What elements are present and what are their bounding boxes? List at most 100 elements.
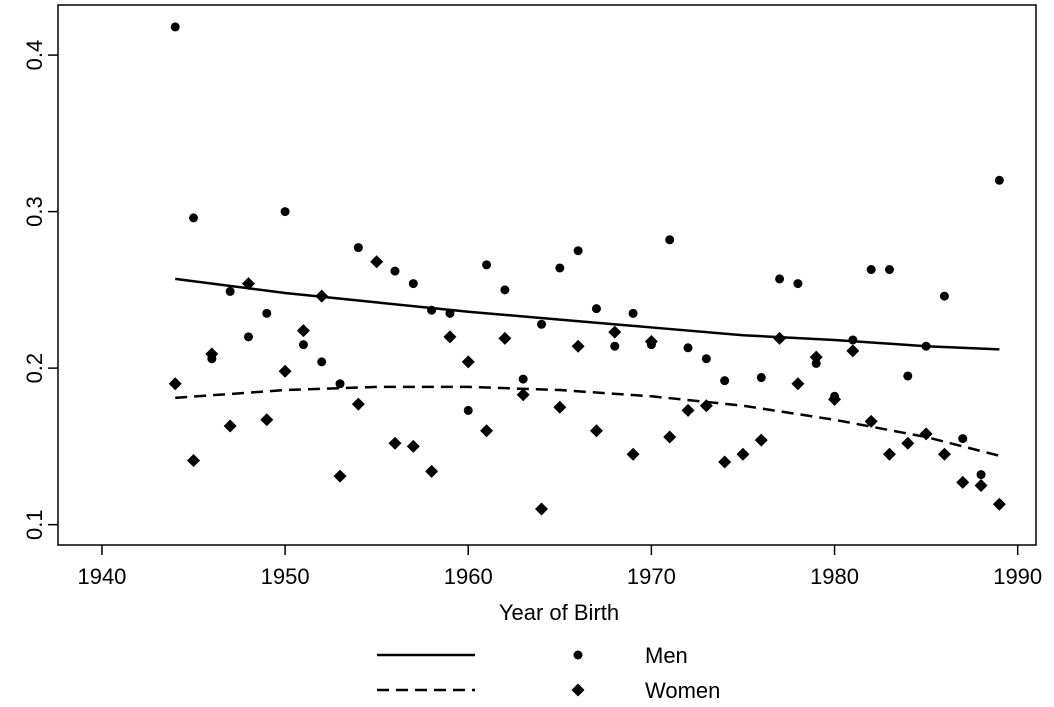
circle-marker xyxy=(170,22,180,32)
diamond-marker xyxy=(754,433,768,447)
fit-line xyxy=(175,385,1000,457)
circle-marker xyxy=(317,357,327,367)
diamond-marker xyxy=(443,330,457,344)
circle-marker xyxy=(298,340,308,350)
circle-marker xyxy=(701,354,711,364)
diamond-marker xyxy=(644,335,658,349)
diamond-marker xyxy=(370,255,384,269)
circle-marker xyxy=(866,265,876,275)
diamond-marker xyxy=(388,436,402,450)
circle-marker xyxy=(665,235,675,245)
y-tick-label: 0.3 xyxy=(22,196,47,227)
y-tick-label: 0.1 xyxy=(22,509,47,540)
circle-marker xyxy=(573,246,583,256)
circle-marker xyxy=(189,213,199,223)
circle-marker xyxy=(793,279,803,289)
diamond-marker xyxy=(992,497,1006,511)
diamond-marker xyxy=(351,397,365,411)
diamond-marker xyxy=(498,331,512,345)
diamond-marker xyxy=(516,388,530,402)
legend-label: Women xyxy=(645,678,720,703)
circle-marker xyxy=(243,332,253,342)
diamond-marker xyxy=(461,355,475,369)
diamond-marker xyxy=(663,430,677,444)
y-tick-label: 0.2 xyxy=(22,353,47,384)
circle-marker xyxy=(976,470,986,480)
y-tick-label: 0.4 xyxy=(22,40,47,71)
fit-line xyxy=(175,277,1000,351)
circle-marker xyxy=(958,434,968,444)
diamond-marker xyxy=(846,344,860,358)
diamond-marker xyxy=(864,414,878,428)
plot-frame xyxy=(57,4,1037,546)
diamond-marker xyxy=(589,424,603,438)
legend-label: Men xyxy=(645,643,688,668)
x-tick-label: 1980 xyxy=(810,564,859,589)
circle-marker xyxy=(500,285,510,295)
circle-marker xyxy=(756,373,766,383)
circle-marker xyxy=(225,286,235,296)
diamond-marker xyxy=(278,364,292,378)
diamond-marker xyxy=(791,377,805,391)
circle-marker xyxy=(921,341,931,351)
diamond-marker xyxy=(974,479,988,493)
circle-marker xyxy=(335,379,345,389)
circle-marker xyxy=(353,243,363,253)
diamond-marker xyxy=(699,399,713,413)
x-tick-label: 1950 xyxy=(261,564,310,589)
diamond-marker xyxy=(956,475,970,489)
legend-marker xyxy=(573,650,583,660)
circle-marker xyxy=(537,319,547,329)
x-axis-title: Year of Birth xyxy=(499,600,619,625)
diamond-marker xyxy=(571,339,585,353)
circle-marker xyxy=(903,371,913,381)
circle-marker xyxy=(518,374,528,384)
diamond-marker xyxy=(333,469,347,483)
x-tick-label: 1960 xyxy=(444,564,493,589)
diamond-marker xyxy=(937,447,951,461)
diamond-marker xyxy=(296,324,310,338)
legend-marker xyxy=(571,683,585,697)
circle-marker xyxy=(720,376,730,386)
diamond-marker xyxy=(736,447,750,461)
circle-marker xyxy=(628,308,638,318)
circle-marker xyxy=(427,305,437,315)
circle-marker xyxy=(408,279,418,289)
x-tick-label: 1990 xyxy=(993,564,1042,589)
diamond-marker xyxy=(608,325,622,339)
diamond-marker xyxy=(882,447,896,461)
circle-marker xyxy=(775,274,785,284)
circle-marker xyxy=(591,304,601,314)
diamond-marker xyxy=(773,331,787,345)
diamond-marker xyxy=(187,453,201,467)
circle-marker xyxy=(994,175,1004,185)
diamond-marker xyxy=(901,436,915,450)
circle-marker xyxy=(463,405,473,415)
diamond-marker xyxy=(241,277,255,291)
circle-marker xyxy=(262,308,272,318)
diamond-marker xyxy=(168,377,182,391)
circle-marker xyxy=(939,291,949,301)
diamond-marker xyxy=(480,424,494,438)
circle-marker xyxy=(445,308,455,318)
circle-marker xyxy=(884,265,894,275)
diamond-marker xyxy=(626,447,640,461)
x-tick-label: 1940 xyxy=(77,564,126,589)
circle-marker xyxy=(482,260,492,270)
diamond-marker xyxy=(260,413,274,427)
circle-marker xyxy=(555,263,565,273)
diamond-marker xyxy=(718,455,732,469)
diamond-marker xyxy=(809,350,823,364)
diamond-marker xyxy=(681,403,695,417)
diamond-marker xyxy=(919,427,933,441)
diamond-marker xyxy=(205,347,219,361)
circle-marker xyxy=(848,335,858,345)
circle-marker xyxy=(390,266,400,276)
diamond-marker xyxy=(223,419,237,433)
diamond-marker xyxy=(315,289,329,303)
diamond-marker xyxy=(406,439,420,453)
diamond-marker xyxy=(535,502,549,516)
circle-marker xyxy=(683,343,693,353)
circle-marker xyxy=(280,207,290,217)
